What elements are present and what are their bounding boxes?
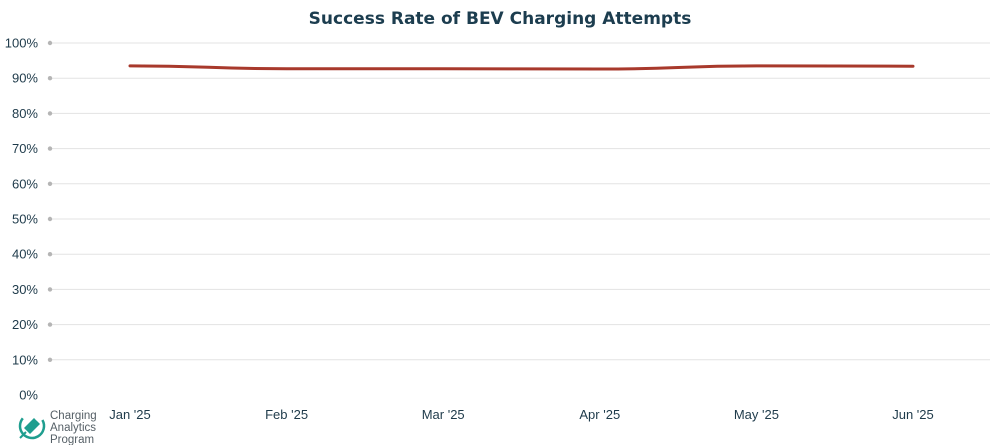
data-point[interactable] <box>281 63 293 75</box>
ytick-dot-70 <box>47 146 53 151</box>
data-point[interactable] <box>907 60 919 72</box>
ytick-label: 0% <box>19 388 38 403</box>
ytick-dot-90 <box>47 76 53 81</box>
ytick-label: 50% <box>12 212 38 227</box>
xtick-label: Mar '25 <box>422 407 465 422</box>
ytick-label: 40% <box>12 247 38 262</box>
xtick-label: May '25 <box>734 407 779 422</box>
ytick-label: 70% <box>12 141 38 156</box>
xtick-label: Jan '25 <box>109 407 151 422</box>
ytick-dot-80 <box>47 111 53 116</box>
chart-title: Success Rate of BEV Charging Attempts <box>309 9 692 29</box>
ytick-label: 30% <box>12 282 38 297</box>
logo-line-3: Program <box>50 434 94 445</box>
y-axis: 0% 10% 20% 30% 40% 50% 60% 70% 80% 90% 100% <box>5 36 39 403</box>
xtick-label: Jun '25 <box>892 407 934 422</box>
ytick-label: 100% <box>5 36 39 51</box>
plug-leaf-icon <box>18 412 46 440</box>
ytick-label: 80% <box>12 106 38 121</box>
data-point[interactable] <box>124 60 136 72</box>
xtick-label: Apr '25 <box>579 407 620 422</box>
ytick-label: 60% <box>12 176 38 191</box>
x-axis: Jan '25 Feb '25 Mar '25 Apr '25 May '25 Jun '… <box>109 407 934 422</box>
ytick-dot-10 <box>47 357 53 362</box>
xtick-label: Feb '25 <box>265 407 308 422</box>
data-point[interactable] <box>437 63 449 75</box>
ytick-dot-50 <box>47 216 53 222</box>
logo: Charging Analytics Program <box>18 410 97 445</box>
logo-line-2: Analytics <box>50 422 96 434</box>
data-point[interactable] <box>750 60 762 72</box>
ytick-dot-20 <box>47 322 53 327</box>
series-layer <box>124 60 919 75</box>
ytick-label: 90% <box>12 71 38 86</box>
ytick-dot-60 <box>47 181 53 186</box>
logo-line-1: Charging <box>50 410 97 422</box>
ytick-dot-40 <box>47 252 53 257</box>
ytick-label: 20% <box>12 317 38 332</box>
ytick-label: 10% <box>12 352 38 367</box>
series-line-0 <box>128 64 915 71</box>
data-point[interactable] <box>594 63 606 75</box>
grid-layer <box>47 40 990 362</box>
ytick-dot-100 <box>47 40 53 46</box>
ytick-dot-30 <box>47 287 53 292</box>
